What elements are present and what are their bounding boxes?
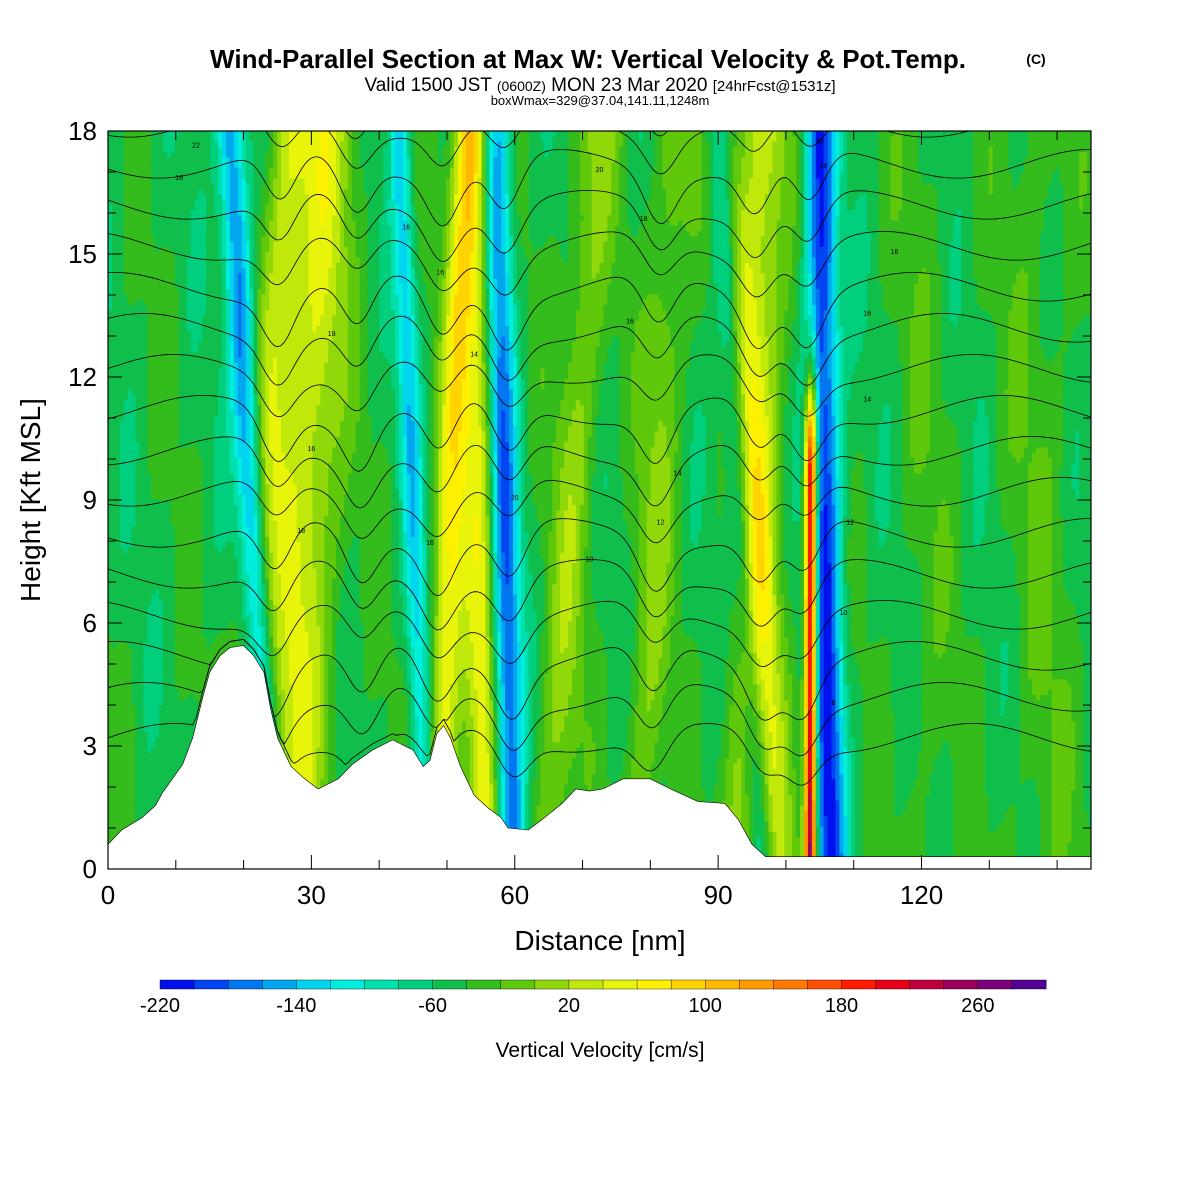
x-tick-label: 30 (297, 880, 326, 910)
colorbar-swatch (364, 980, 398, 989)
colorbar-swatch (705, 980, 739, 989)
colorbar-swatch (978, 980, 1012, 989)
theta-contour-label: 16 (426, 540, 434, 547)
colorbar-swatch (739, 980, 773, 989)
colorbar-swatch (399, 980, 433, 989)
colorbar-tick-label: -220 (140, 995, 180, 1017)
theta-contour-label: 18 (819, 163, 827, 170)
y-tick-label: 12 (68, 362, 97, 392)
theta-contour-label: 22 (192, 142, 200, 149)
y-axis-label: Height [Kft MSL] (15, 398, 46, 602)
colorbar-swatch (842, 980, 876, 989)
theta-contour-label: 18 (328, 331, 336, 338)
colorbar-swatch (569, 980, 603, 989)
theta-contour-label: 14 (674, 470, 682, 477)
colorbar-swatch (535, 980, 569, 989)
colorbar-swatch (944, 980, 978, 989)
colorbar-swatch (330, 980, 364, 989)
colorbar-swatch (603, 980, 637, 989)
colorbar-tick-label: -140 (276, 995, 316, 1017)
theta-contour-label: 16 (863, 311, 871, 318)
y-tick-label: 6 (83, 608, 97, 638)
y-tick-label: 15 (68, 239, 97, 269)
y-tick-label: 3 (83, 731, 97, 761)
plot-area: 22 18 16 16 18 14 16 18 16 20 10 20 18 16 14 12 20 18 16 16… (108, 27, 1092, 870)
colorbar-swatch (160, 980, 194, 989)
chart-info-line: boxWmax=329@37.04,141.11,1248m (491, 93, 710, 108)
x-tick-label: 90 (704, 880, 733, 910)
theta-contour-label: 18 (297, 528, 305, 535)
colorbar-swatch (194, 980, 228, 989)
colorbar-swatch (910, 980, 944, 989)
theta-contour-label: 10 (840, 610, 848, 617)
theta-contour-label: 14 (863, 397, 871, 404)
subtitle-valid: Valid 1500 JST (364, 75, 492, 96)
colorbar-tick-label: -60 (418, 995, 447, 1017)
colorbar-tick-label: 260 (961, 995, 994, 1017)
colorbar-labels: -220 -140 -60 20 100 180 260 (140, 995, 995, 1017)
x-tick-label: 0 (101, 880, 115, 910)
colorbar-swatch (671, 980, 705, 989)
chart-title: Wind-Parallel Section at Max W: Vertical… (210, 44, 966, 74)
colorbar-swatch (807, 980, 841, 989)
colorbar-tick-label: 100 (689, 995, 722, 1017)
colorbar-title: Vertical Velocity [cm/s] (496, 1039, 705, 1062)
theta-contour-label: 10 (585, 557, 593, 564)
y-tick-labels: 0 3 6 9 12 15 18 (68, 116, 97, 884)
theta-contour-label: 16 (436, 270, 444, 277)
theta-contour-label: 16 (626, 319, 634, 326)
copyright-mark: (C) (1026, 51, 1045, 67)
y-tick-label: 9 (83, 485, 97, 515)
theta-contour-label: 8 (831, 700, 835, 707)
subtitle-utc: (0600Z) (497, 78, 546, 94)
colorbar-swatch (262, 980, 296, 989)
y-tick-label: 0 (83, 854, 97, 884)
x-tick-label: 60 (500, 880, 529, 910)
x-tick-label: 120 (900, 880, 943, 910)
colorbar-swatch (433, 980, 467, 989)
theta-contour-label: 20 (816, 138, 824, 145)
theta-contour-label: 16 (891, 249, 899, 256)
theta-contour-label: 18 (175, 175, 183, 182)
colorbar-swatch (637, 980, 671, 989)
colorbar-swatch (773, 980, 807, 989)
colorbar-swatch (501, 980, 535, 989)
colorbar (160, 980, 1046, 989)
colorbar-swatch (228, 980, 262, 989)
theta-contour-label: 16 (402, 224, 410, 231)
theta-contour-label: 12 (846, 520, 854, 527)
theta-contour-label: 12 (657, 520, 665, 527)
subtitle-forecast: [24hrFcst@1531z] (713, 78, 836, 95)
colorbar-swatch (296, 980, 330, 989)
colorbar-swatch (1012, 980, 1046, 989)
colorbar-tick-label: 180 (825, 995, 858, 1017)
colorbar-swatch (467, 980, 501, 989)
theta-contour-label: 20 (511, 495, 519, 502)
x-axis-label: Distance [nm] (514, 925, 685, 956)
x-tick-labels: 0 30 60 90 120 (101, 880, 943, 910)
colorbar-tick-label: 20 (558, 995, 580, 1017)
theta-contour-label: 16 (308, 446, 316, 453)
y-tick-label: 18 (68, 116, 97, 146)
theta-contour-label: 14 (470, 352, 478, 359)
colorbar-swatch (876, 980, 910, 989)
theta-contour-label: 18 (640, 216, 648, 223)
theta-contour-label: 20 (596, 167, 604, 174)
title-text: Wind-Parallel Section at Max W: Vertical… (210, 44, 966, 74)
